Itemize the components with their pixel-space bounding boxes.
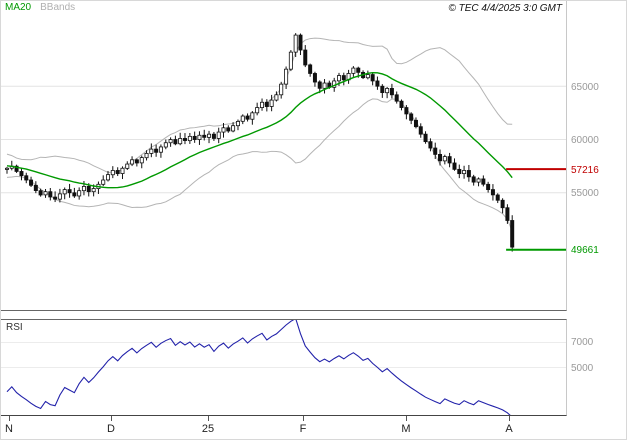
rsi-pane-title: RSI: [6, 322, 23, 333]
rsi-line: [6, 320, 511, 415]
resistance-level-label: 57216: [571, 165, 599, 176]
price-gridlines: [1, 85, 566, 194]
x-axis-label-25: 25: [201, 423, 215, 435]
x-axis-label-n: N: [5, 423, 13, 435]
copyright-text: © TEC 4/4/2025 3:0 GMT: [448, 3, 562, 14]
level-lines: [506, 168, 566, 251]
price-chart-svg: [1, 33, 566, 252]
x-axis-tick: [303, 416, 304, 421]
legend-bbands-label: BBands: [40, 2, 76, 13]
x-axis-label-a: A: [505, 423, 513, 435]
price-pane: [1, 1, 567, 311]
support-level-label: 49661: [571, 245, 599, 256]
x-axis-label-m: M: [401, 423, 411, 435]
x-axis-tick: [509, 416, 510, 421]
price-axis-label: 55000: [571, 188, 599, 199]
x-axis-label-d: D: [107, 423, 115, 435]
legend-ma20-label: MA20: [5, 2, 32, 13]
rsi-chart-svg: [1, 320, 566, 415]
rsi-pane: [1, 319, 567, 416]
legend: MA20 BBands: [5, 2, 75, 13]
ma20-line: [6, 71, 513, 189]
x-axis-tick: [111, 416, 112, 421]
rsi-gridlines: [1, 342, 566, 368]
x-axis-tick: [208, 416, 209, 421]
x-axis-label-f: F: [299, 423, 307, 435]
candlesticks: [4, 33, 515, 252]
price-axis-label: 65000: [571, 82, 599, 93]
price-axis-label: 60000: [571, 135, 599, 146]
x-axis-tick: [406, 416, 407, 421]
rsi-axis-label: 5000: [571, 363, 594, 374]
bollinger-bands: [6, 37, 513, 232]
x-axis-tick: [9, 416, 10, 421]
rsi-axis-label: 7000: [571, 337, 594, 348]
